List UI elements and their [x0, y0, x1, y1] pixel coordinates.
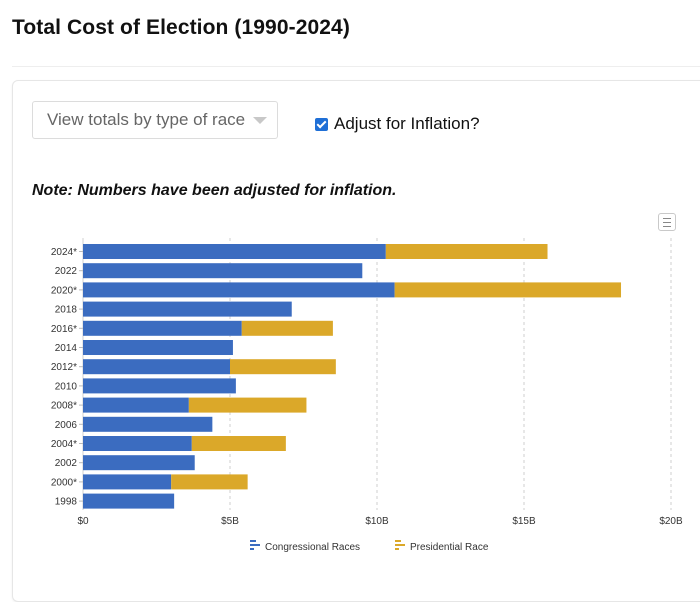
page-title: Total Cost of Election (1990-2024)	[12, 16, 350, 39]
y-tick-label: 2008*	[51, 401, 77, 412]
race-type-dropdown[interactable]: View totals by type of race	[32, 101, 278, 139]
y-tick-label: 2018	[55, 305, 78, 316]
y-tick-label: 2022	[55, 266, 78, 277]
bar-presidential-race	[394, 282, 622, 298]
bar-congressional-races	[83, 244, 386, 259]
bar-congressional-races	[83, 416, 213, 432]
inflation-checkbox-label: Adjust for Inflation?	[334, 114, 480, 133]
y-tick-label: 2014	[55, 343, 78, 354]
legend-icon	[250, 544, 260, 546]
y-tick-label: 2010	[55, 381, 78, 392]
y-tick-label: 2002	[55, 458, 78, 469]
y-tick-label: 1998	[55, 497, 78, 508]
legend-icon	[250, 548, 254, 550]
bar-presidential-race	[230, 359, 336, 375]
bar-congressional-races	[83, 436, 192, 451]
y-tick-label: 2016*	[51, 324, 77, 335]
x-tick-label: $10B	[365, 516, 389, 527]
legend-icon	[250, 540, 256, 542]
bar-presidential-race	[191, 436, 286, 451]
x-tick-label: $0	[77, 516, 89, 527]
y-tick-label: 2000*	[51, 477, 77, 488]
inflation-checkbox[interactable]	[315, 117, 328, 131]
chart-menu-button[interactable]	[658, 213, 676, 231]
bar-congressional-races	[83, 397, 189, 413]
y-tick-label: 2006	[55, 420, 78, 431]
x-tick-label: $20B	[659, 516, 683, 527]
bar-congressional-races	[83, 301, 292, 317]
bar-congressional-races	[83, 320, 242, 336]
menu-icon	[663, 218, 671, 219]
bar-presidential-race	[188, 397, 307, 413]
y-tick-label: 2004*	[51, 439, 77, 450]
dropdown-selected-value: View totals by type of race	[47, 110, 246, 129]
inflation-note: Note: Numbers have been adjusted for inf…	[32, 182, 397, 199]
bar-congressional-races	[83, 493, 175, 509]
legend-icon	[395, 548, 399, 550]
y-tick-label: 2024*	[51, 247, 77, 258]
chevron-down-icon	[253, 117, 267, 124]
y-tick-label: 2012*	[51, 362, 77, 373]
bar-presidential-race	[171, 474, 248, 490]
legend-label: Congressional Races	[265, 542, 360, 553]
bar-presidential-race	[241, 320, 333, 336]
bar-congressional-races	[83, 455, 195, 471]
bar-congressional-races	[83, 282, 395, 298]
bar-congressional-races	[83, 474, 172, 490]
cost-bar-chart: $0 $5B $10B $15B $20B 2024* 2022 2020* 2018 2016*…	[51, 238, 683, 553]
inflation-toggle[interactable]: Adjust for Inflation?	[315, 114, 480, 134]
bar-congressional-races	[83, 378, 236, 394]
legend-icon	[395, 540, 401, 542]
legend-icon	[395, 544, 405, 546]
bar-congressional-races	[83, 263, 363, 279]
title-divider	[12, 66, 700, 67]
bar-congressional-races	[83, 340, 233, 355]
bar-congressional-races	[83, 359, 230, 375]
bar-presidential-race	[385, 244, 548, 259]
x-tick-label: $15B	[512, 516, 536, 527]
y-tick-label: 2020*	[51, 285, 77, 296]
legend-label: Presidential Race	[410, 542, 489, 553]
x-tick-label: $5B	[221, 516, 239, 527]
